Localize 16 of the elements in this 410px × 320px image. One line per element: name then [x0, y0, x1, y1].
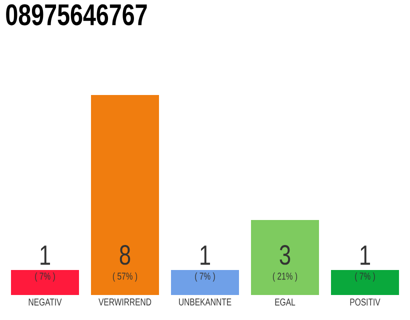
x-tick-label: EGAL: [275, 298, 296, 306]
chart-title: 08975646767: [6, 4, 147, 26]
annotation: ( 7% ): [355, 272, 375, 282]
x-tick-label: POSITIV: [350, 298, 380, 306]
annotation: ( 7% ): [195, 272, 215, 282]
data-label: 8: [120, 245, 130, 265]
x-tick-label: NEGATIV: [28, 298, 62, 306]
annotation: ( 7% ): [35, 272, 55, 282]
data-label: 1: [360, 246, 370, 265]
annotation: ( 57% ): [112, 272, 138, 282]
data-label: 3: [280, 245, 290, 265]
annotation: ( 21% ): [272, 272, 298, 282]
data-label: 1: [40, 246, 50, 265]
x-tick-label: VERWIRREND: [98, 298, 152, 306]
x-tick-label: UNBEKANNTE: [179, 298, 232, 306]
data-label: 1: [200, 246, 210, 265]
